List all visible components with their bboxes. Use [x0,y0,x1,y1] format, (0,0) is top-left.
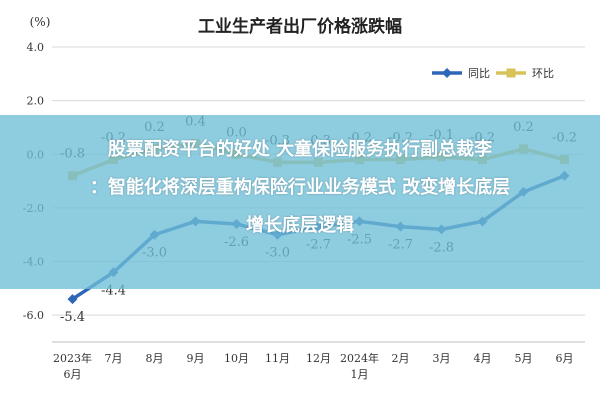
y-tick-label: 4.0 [27,41,45,54]
x-tick-label: 2023年 [53,351,92,365]
x-tick-label: 2024年 [340,351,379,365]
overlay-banner[interactable]: 股票配资平台的好处 大童保险服务执行副总裁李 ：智能化将深层重构保险行业业务模式… [0,115,600,289]
x-tick-label: 7月 [105,352,123,365]
x-tick-label: 10月 [224,352,249,365]
chart-title: 工业生产者出厂价格涨跌幅 [198,16,402,37]
banner-line-2: ：智能化将深层重构保险行业业务模式 改变增长底层 [89,177,511,198]
x-tick-label: 4月 [474,352,492,365]
y-tick-label: -6.0 [23,309,44,322]
legend-label: 环比 [532,67,554,80]
x-axis-ticks: 2023年 6月 7月 8月 9月 10月 11月 12月 2024年 1月 2月 3月 4月 5月 6月 [53,351,574,381]
banner-line-1: 股票配资平台的好处 大童保险服务执行副总裁李 [107,139,493,160]
x-tick-label: 6月 [64,368,82,381]
legend-label: 同比 [468,67,490,80]
series-point [67,294,78,305]
banner-line-3: 增长底层逻辑 [246,215,354,236]
data-label: -5.4 [60,310,85,325]
x-tick-label: 12月 [306,352,331,365]
legend-marker [442,68,452,78]
y-tick-label: 2.0 [27,95,45,108]
x-tick-label: 11月 [265,352,290,365]
legend-marker [506,68,516,78]
x-tick-label: 1月 [351,368,369,381]
x-tick-label: 3月 [433,352,451,365]
x-tick-label: 8月 [146,352,164,365]
y-axis-unit: (%) [30,15,51,29]
legend: 同比 环比 [432,67,554,80]
x-tick-label: 9月 [187,352,205,365]
x-tick-label: 6月 [556,352,574,365]
x-tick-label: 2月 [392,352,410,365]
x-tick-label: 5月 [515,352,533,365]
